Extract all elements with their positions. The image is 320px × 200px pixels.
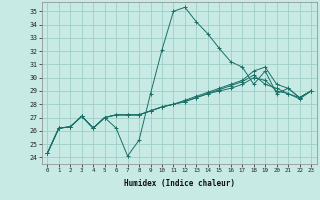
X-axis label: Humidex (Indice chaleur): Humidex (Indice chaleur) <box>124 179 235 188</box>
